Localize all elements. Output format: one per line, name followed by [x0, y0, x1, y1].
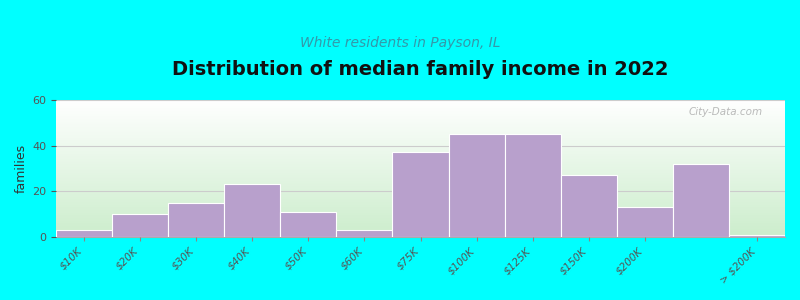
Bar	[505, 134, 561, 237]
Text: City-Data.com: City-Data.com	[689, 107, 763, 117]
Bar	[673, 164, 729, 237]
Bar	[280, 212, 336, 237]
Bar	[393, 152, 449, 237]
Bar	[561, 175, 617, 237]
Bar	[112, 214, 168, 237]
Bar	[336, 230, 393, 237]
Bar	[224, 184, 280, 237]
Bar	[56, 230, 112, 237]
Bar	[449, 134, 505, 237]
Bar	[729, 235, 785, 237]
Y-axis label: families: families	[15, 144, 28, 193]
Title: Distribution of median family income in 2022: Distribution of median family income in …	[172, 60, 669, 79]
Text: White residents in Payson, IL: White residents in Payson, IL	[300, 36, 500, 50]
Bar	[168, 203, 224, 237]
Bar	[617, 207, 673, 237]
